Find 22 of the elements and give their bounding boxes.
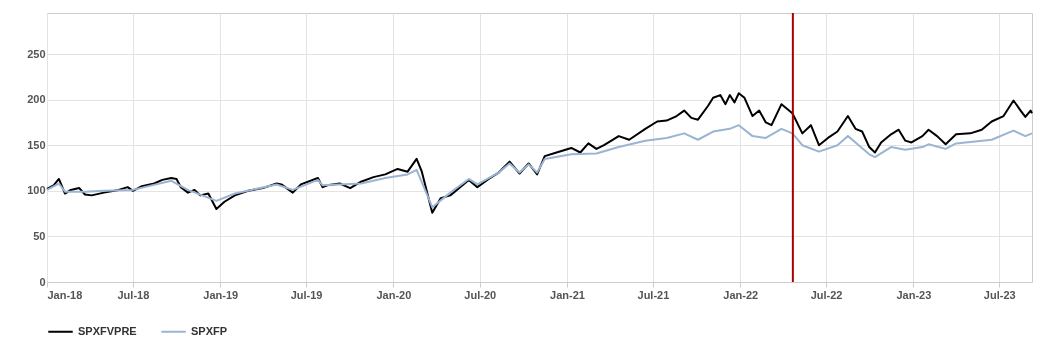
y-tick-label: 250 <box>27 47 46 60</box>
x-tick-label: Jan-19 <box>203 288 239 301</box>
legend-label: SPXFP <box>191 324 228 337</box>
y-tick-label: 50 <box>33 229 46 242</box>
x-tick-label: Jan-20 <box>376 288 412 301</box>
line-series <box>46 124 1033 209</box>
x-tick-label: Jan-23 <box>896 288 932 301</box>
legend-label: SPXFVPRE <box>78 324 137 337</box>
line-series <box>46 92 1033 214</box>
y-tick-label: 200 <box>27 93 46 106</box>
x-tick-label: Jul-21 <box>637 288 670 301</box>
x-tick-label: Jan-22 <box>723 288 759 301</box>
x-tick-label: Jul-23 <box>983 288 1016 301</box>
x-tick-label: Jul-20 <box>464 288 497 301</box>
x-tick-label: Jul-22 <box>810 288 843 301</box>
y-tick-label: 150 <box>27 138 46 151</box>
x-tick-label: Jul-18 <box>117 288 150 301</box>
x-tick-label: Jul-19 <box>290 288 323 301</box>
y-tick-label: 0 <box>39 275 46 288</box>
x-tick-label: Jan-18 <box>47 288 83 301</box>
y-tick-label: 100 <box>27 184 46 197</box>
x-tick-label: Jan-21 <box>550 288 585 301</box>
